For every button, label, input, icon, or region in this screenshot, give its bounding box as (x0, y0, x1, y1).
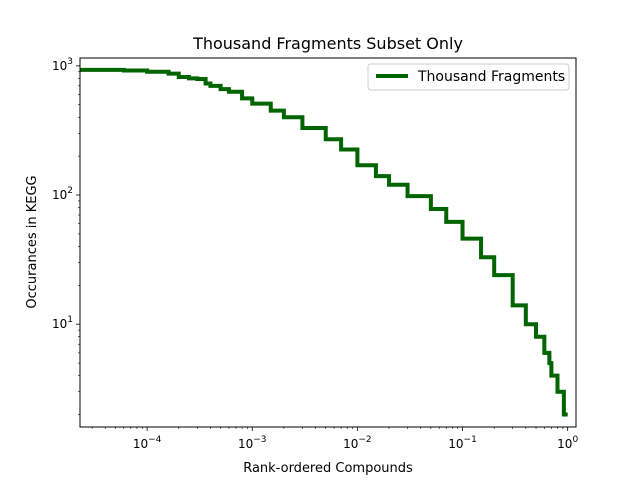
legend: Thousand Fragments (367, 63, 570, 91)
legend-label: Thousand Fragments (417, 69, 565, 85)
plot-area (79, 57, 577, 428)
plot-frame (79, 57, 577, 428)
y-axis-label: Occurances in KEGG (25, 175, 40, 308)
chart-title: Thousand Fragments Subset Only (192, 34, 463, 53)
series-layer (80, 67, 568, 417)
legend-box (367, 63, 570, 91)
series-line-0 (80, 67, 568, 417)
x-axis-label: Rank-ordered Compounds (243, 461, 413, 476)
